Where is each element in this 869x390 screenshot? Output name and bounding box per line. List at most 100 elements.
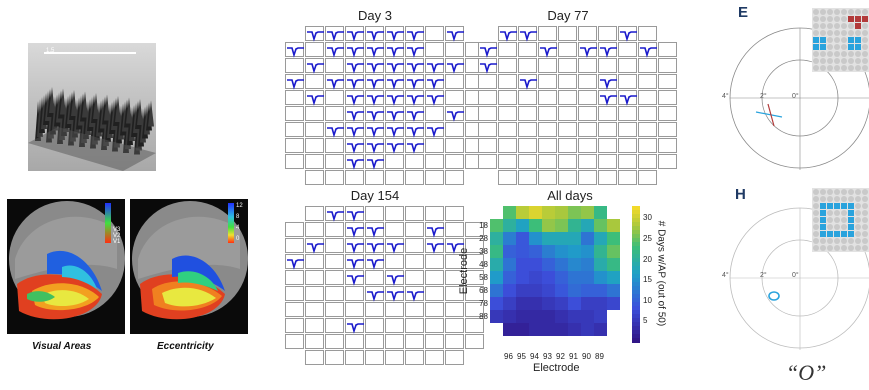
electrode-dot xyxy=(827,203,833,209)
percept-field-e xyxy=(729,27,869,170)
heatmap-cell xyxy=(555,323,568,336)
spike-waveform xyxy=(580,47,597,58)
electrode-cell xyxy=(558,122,577,137)
heatmap-all-days xyxy=(490,206,620,336)
spike-waveform xyxy=(347,275,364,286)
electrode-cell xyxy=(598,106,617,121)
electrode-dot xyxy=(827,189,833,195)
spike-waveform xyxy=(367,111,384,122)
electrode-dot xyxy=(848,44,854,50)
electrode-cell xyxy=(518,74,537,90)
spike-waveform xyxy=(427,243,444,254)
spike-waveform xyxy=(387,31,404,42)
electrode-cell xyxy=(365,270,384,285)
electrode-cell xyxy=(285,238,304,253)
heatmap-cell xyxy=(607,245,620,258)
electrode-map-e xyxy=(812,8,869,72)
electrode-cell xyxy=(325,90,344,105)
electrode-cell xyxy=(598,138,617,153)
electrode-cell xyxy=(538,42,557,58)
electrode-dot xyxy=(813,203,819,209)
electrode-dot xyxy=(855,16,861,22)
heatmap-cell xyxy=(529,297,542,310)
spike-waveform xyxy=(387,243,404,254)
heatmap-x-tick: 95 xyxy=(517,352,526,361)
spike-waveform xyxy=(327,127,344,138)
electrode-cell xyxy=(285,58,304,73)
heatmap-cell xyxy=(568,219,581,232)
electrode-dot xyxy=(848,231,854,237)
electrode-dot xyxy=(841,44,847,50)
electrode-cell xyxy=(285,138,304,153)
heatmap-cell xyxy=(581,284,594,297)
electrode-dot xyxy=(834,30,840,36)
array-spike xyxy=(115,96,121,122)
heatmap-cell xyxy=(503,258,516,271)
electrode-dot xyxy=(862,231,868,237)
electrode-dot xyxy=(862,16,868,22)
spike-waveform xyxy=(307,95,324,106)
electrode-cell xyxy=(465,334,484,349)
electrode-dot xyxy=(827,238,833,244)
heatmap-colorbar xyxy=(632,206,640,343)
electrode-dot xyxy=(855,231,861,237)
electrode-cell xyxy=(305,254,324,269)
electrode-cell xyxy=(345,26,364,42)
spike-waveform xyxy=(407,31,424,42)
electrode-dot xyxy=(841,58,847,64)
electrode-cell xyxy=(425,270,444,285)
heatmap-cell xyxy=(503,206,516,219)
electrode-dot xyxy=(820,58,826,64)
electrode-cell xyxy=(305,350,324,365)
electrode-dot xyxy=(827,16,833,22)
electrode-dot xyxy=(848,245,854,251)
electrode-dot xyxy=(820,9,826,15)
electrode-cell xyxy=(425,90,444,106)
heatmap-cell xyxy=(568,310,581,323)
spike-waveform xyxy=(387,47,404,58)
heatmap-cell xyxy=(581,258,594,271)
colorbar-segment xyxy=(632,210,640,215)
electrode-dot xyxy=(827,23,833,29)
heatmap-cell xyxy=(529,219,542,232)
electrode-dot xyxy=(827,245,833,251)
electrode-dot xyxy=(827,65,833,71)
electrode-cell xyxy=(445,206,464,221)
spike-waveform xyxy=(407,95,424,106)
electrode-dot xyxy=(827,30,833,36)
electrode-dot xyxy=(813,196,819,202)
electrode-cell xyxy=(658,154,677,169)
spike-waveform xyxy=(387,291,404,302)
electrode-dot xyxy=(841,30,847,36)
electrode-dot xyxy=(834,16,840,22)
electrode-cell xyxy=(518,138,537,153)
electrode-dot xyxy=(834,210,840,216)
electrode-cell xyxy=(305,170,324,185)
electrode-cell xyxy=(385,170,404,185)
heatmap-cell xyxy=(503,323,516,336)
electrode-cell xyxy=(305,222,324,237)
spike-waveform xyxy=(500,31,517,42)
electrode-cell xyxy=(345,106,364,122)
colorbar-segment xyxy=(632,218,640,223)
spike-waveform xyxy=(367,159,384,170)
electrode-dot xyxy=(834,23,840,29)
spike-waveform xyxy=(640,47,657,58)
heatmap-cell xyxy=(594,245,607,258)
electrode-cell xyxy=(425,206,444,221)
electrode-dot xyxy=(855,224,861,230)
electrode-cell xyxy=(498,90,517,105)
electrode-map-h xyxy=(812,188,869,252)
electrode-cell xyxy=(518,106,537,121)
spike-waveform xyxy=(447,243,464,254)
spike-waveform xyxy=(427,95,444,106)
electrode-dot xyxy=(855,196,861,202)
legend-v3: V3 xyxy=(113,227,121,233)
spike-waveform xyxy=(480,63,497,74)
electrode-dot xyxy=(848,238,854,244)
electrode-dot xyxy=(834,203,840,209)
electrode-cell xyxy=(325,334,344,349)
electrode-cell xyxy=(498,74,517,89)
electrode-cell xyxy=(538,90,557,105)
heatmap-cell xyxy=(542,310,555,323)
